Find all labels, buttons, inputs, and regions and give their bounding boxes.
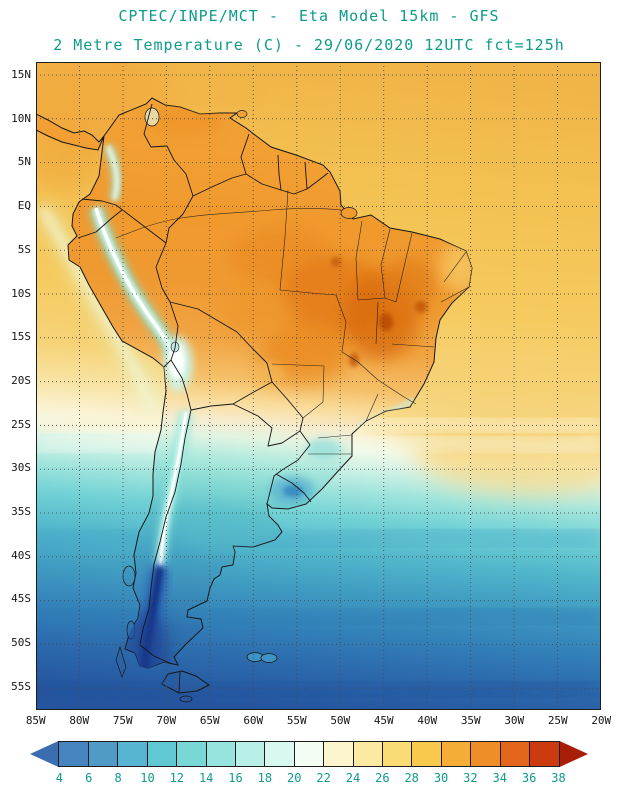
colorbar-tick-label: 32 xyxy=(463,771,478,785)
colorbar-segment xyxy=(293,741,324,767)
trinidad-island xyxy=(236,110,248,118)
colorbar-tick-label: 14 xyxy=(198,771,214,785)
latitude-tick-label: 30S xyxy=(11,461,31,475)
longitude-tick-label: 70W xyxy=(156,714,177,727)
latitude-tick-label: 5S xyxy=(17,242,31,256)
map-subtitle: 2 Metre Temperature (C) - 29/06/2020 12U… xyxy=(53,36,565,54)
latitude-tick-label: 25S xyxy=(11,417,31,431)
map-frame-border xyxy=(36,62,601,710)
colorbar-tick-labels: 4 6 8 10 12 14 16 18 20 22 24 26 28 30 32 34 36 38 xyxy=(30,771,588,785)
latitude-tick-label: 55S xyxy=(11,679,31,693)
latitude-tick-label: 40S xyxy=(11,548,31,562)
colorbar-tick-label: 8 xyxy=(114,771,122,785)
latitude-tick-label: 45S xyxy=(11,592,31,606)
colorbar-tick-label: 10 xyxy=(140,771,155,785)
marajo-island xyxy=(340,207,358,219)
colorbar-segment xyxy=(411,741,441,767)
longitude-tick-label: 35W xyxy=(460,714,481,727)
falkland-islands xyxy=(246,652,278,663)
colorbar-segment xyxy=(58,741,88,767)
colorbar-segment xyxy=(499,741,530,767)
colorbar-tick-label: 38 xyxy=(551,771,566,785)
longitude-tick-label: 65W xyxy=(199,714,220,727)
colorbar-segment xyxy=(234,741,265,767)
colorbar-tick-label: 24 xyxy=(345,771,361,785)
colorbar-tick-label: 34 xyxy=(492,771,507,785)
colorbar-segment xyxy=(352,741,383,767)
colorbar-tick-label: 4 xyxy=(55,771,63,785)
colorbar-segment xyxy=(205,741,235,767)
longitude-tick-label: 30W xyxy=(504,714,525,727)
longitude-tick-label: 50W xyxy=(330,714,351,727)
longitude-tick-label: 45W xyxy=(373,714,394,727)
longitude-axis: 85W 80W 75W 70W 65W 60W 55W 50W 45W 40W 35W 30W 25W 2… xyxy=(14,714,618,727)
colorbar-tick-label: 6 xyxy=(85,771,93,785)
chiloe-island xyxy=(122,565,136,587)
colorbar xyxy=(30,741,589,767)
longitude-tick-label: 25W xyxy=(547,714,568,727)
grid-lines xyxy=(36,62,601,710)
temperature-map xyxy=(6,55,618,710)
map-title: CPTEC/INPE/MCT - Eta Model 15km - GFS xyxy=(118,7,500,25)
latitude-tick-label: 15S xyxy=(11,330,31,344)
amazon-river xyxy=(115,208,343,239)
colorbar-segment xyxy=(470,741,500,767)
latitude-tick-label: EQ xyxy=(17,199,31,213)
colorbar-tick-label: 36 xyxy=(521,771,537,785)
colorbar-tick-label: 18 xyxy=(257,771,273,785)
latitude-tick-label: 35S xyxy=(11,505,31,519)
colorbar-segment xyxy=(87,741,118,767)
colorbar-segment xyxy=(117,741,147,767)
lake-maracaibo xyxy=(144,107,160,127)
latitude-axis: 15N 10N 5N EQ 5S 10S 15S 20S 25S 30S 35S 40S 45S 50S 5… xyxy=(0,68,33,694)
land-temperature-overlays xyxy=(88,106,472,693)
landmass xyxy=(35,97,473,703)
cape-horn-islands xyxy=(179,695,193,703)
longitude-tick-label: 20W xyxy=(591,714,612,727)
colorbar-tick-label: 16 xyxy=(228,771,243,785)
longitude-tick-label: 40W xyxy=(417,714,438,727)
latitude-tick-label: 15N xyxy=(11,68,31,81)
colorbar-segment xyxy=(264,741,294,767)
colorbar-tick-label: 28 xyxy=(404,771,419,785)
colorbar-segment xyxy=(559,741,589,767)
country-borders xyxy=(77,103,329,693)
colorbar-tick-label: 20 xyxy=(287,771,302,785)
latitude-tick-label: 50S xyxy=(11,636,31,650)
brazil-state-borders xyxy=(271,189,470,455)
colorbar-segment xyxy=(30,741,59,767)
latitude-tick-label: 10N xyxy=(11,111,31,125)
latitude-tick-label: 20S xyxy=(11,373,31,387)
longitude-tick-label: 75W xyxy=(112,714,133,727)
longitude-tick-label: 55W xyxy=(286,714,307,727)
chilean-fjord-island xyxy=(115,645,127,678)
colorbar-segment xyxy=(146,741,177,767)
colorbar-segment xyxy=(176,741,206,767)
colorbar-segment xyxy=(440,741,471,767)
map-canvas xyxy=(6,55,618,710)
latitude-tick-label: 5N xyxy=(17,155,31,169)
latitude-tick-label: 10S xyxy=(11,286,31,300)
colorbar-segment xyxy=(382,741,412,767)
longitude-tick-label: 85W xyxy=(25,714,46,727)
colorbar-segment xyxy=(323,741,353,767)
longitude-tick-label: 60W xyxy=(243,714,264,727)
colorbar-tick-label: 22 xyxy=(316,771,331,785)
colorbar-segment xyxy=(529,741,560,767)
longitude-tick-label: 80W xyxy=(69,714,90,727)
colorbar-tick-label: 12 xyxy=(169,771,185,785)
colorbar-tick-label: 30 xyxy=(433,771,449,785)
colorbar-tick-label: 26 xyxy=(375,771,390,785)
